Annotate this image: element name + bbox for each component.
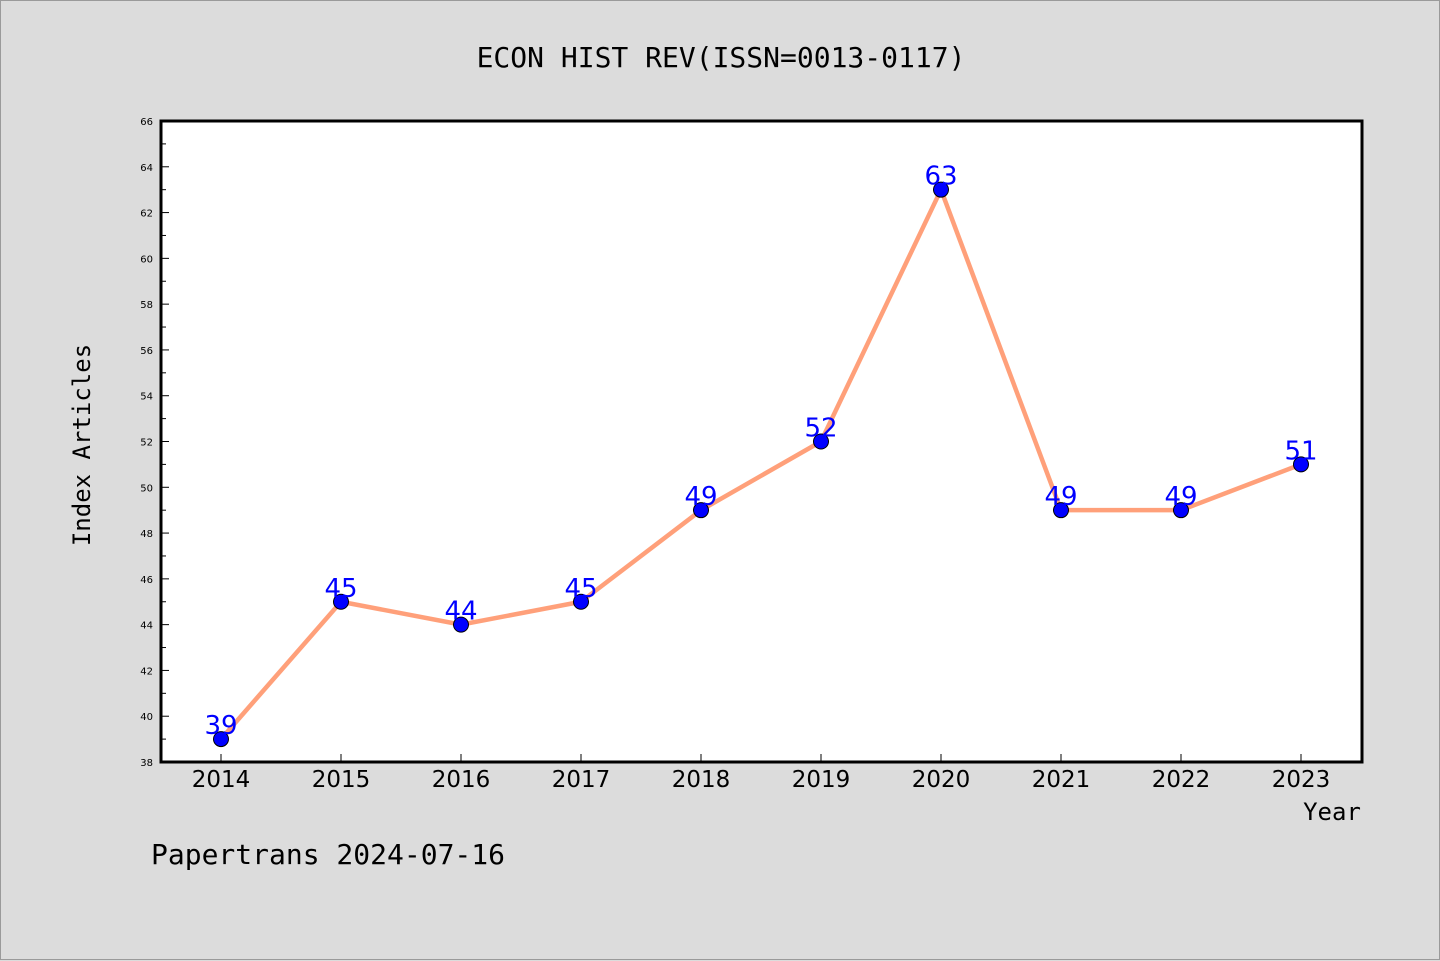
data-label: 45	[564, 574, 597, 604]
data-point	[213, 731, 229, 748]
x-tick-label: 2016	[432, 767, 491, 793]
data-label: 49	[1164, 482, 1197, 512]
data-label: 49	[684, 482, 717, 512]
y-tick-label: 66	[140, 117, 153, 128]
data-label: 51	[1284, 436, 1317, 466]
data-point	[333, 593, 349, 610]
x-tick-label: 2019	[792, 767, 851, 793]
x-tick-label: 2022	[1152, 767, 1211, 793]
data-point	[573, 593, 589, 610]
x-tick-label: 2017	[552, 767, 611, 793]
data-point	[1173, 502, 1189, 519]
data-label: 63	[924, 162, 957, 192]
y-tick-label: 60	[140, 254, 153, 265]
x-tick-label: 2023	[1272, 767, 1331, 793]
x-tick-label: 2020	[912, 767, 971, 793]
plot-area	[159, 119, 1364, 764]
data-label: 49	[1044, 482, 1077, 512]
y-axis-title: Index Articles	[68, 344, 96, 546]
y-tick-label: 40	[140, 712, 153, 723]
data-labels: 39 45 44 45 49 52 63 49 49 51	[204, 162, 1317, 741]
x-tick-label: 2014	[192, 767, 251, 793]
data-label: 45	[324, 574, 357, 604]
data-point	[453, 616, 469, 633]
y-tick-label: 50	[140, 483, 153, 494]
x-tick-label: 2021	[1032, 767, 1091, 793]
series-line	[219, 187, 1302, 741]
x-axis-title: Year	[1303, 798, 1361, 826]
x-tick-label: 2015	[312, 767, 371, 793]
data-label: 39	[204, 711, 237, 741]
y-tick-label: 56	[140, 346, 153, 357]
y-tick-label: 44	[140, 621, 153, 632]
y-tick-label: 54	[140, 392, 153, 403]
data-point	[1053, 502, 1069, 519]
footer-source-date: Papertrans 2024-07-16	[151, 838, 505, 871]
data-point	[693, 502, 709, 519]
y-tick-label: 46	[140, 575, 153, 586]
data-label: 52	[804, 414, 837, 444]
y-tick-label: 48	[140, 529, 153, 540]
y-tick-label: 52	[140, 438, 153, 449]
y-axis: 38 40 42 44 46 48 50 52 54 56 58 60 62 64 66	[140, 117, 169, 769]
y-tick-label: 64	[140, 163, 153, 174]
y-tick-label: 58	[140, 300, 153, 311]
x-tick-label: 2018	[672, 767, 731, 793]
data-point	[1293, 456, 1309, 473]
chart-title: ECON HIST REV(ISSN=0013-0117)	[477, 41, 966, 74]
y-tick-label: 38	[140, 758, 153, 769]
data-point	[933, 181, 949, 198]
y-tick-label: 62	[140, 209, 153, 220]
data-point	[813, 433, 829, 450]
x-axis: 2014 2015 2016 2017 2018 2019 2020 2021 2022 2023	[192, 754, 1331, 793]
data-label: 44	[444, 597, 477, 627]
series-layer	[213, 181, 1309, 748]
y-tick-label: 42	[140, 666, 153, 677]
